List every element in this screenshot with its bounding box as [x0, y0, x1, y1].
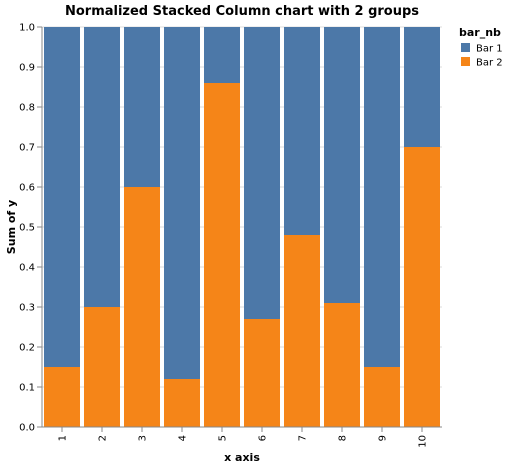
bar-bar-2-1 — [44, 367, 80, 427]
legend-swatch — [461, 57, 470, 66]
bar-bar-2-2 — [84, 307, 120, 427]
x-tick-label: 6 — [258, 435, 269, 441]
bar-bar-2-4 — [164, 379, 200, 427]
y-tick-label: 0.6 — [19, 183, 35, 194]
bar-bar-2-7 — [284, 235, 320, 427]
bar-bar-1-5 — [204, 27, 240, 83]
y-axis-ticks: 0.0 0.1 0.2 0.3 0.4 0.5 0.6 0.7 0.8 0.9 1.0 — [19, 23, 42, 434]
y-tick-label: 0.3 — [19, 303, 35, 314]
y-tick-label: 0.9 — [19, 63, 35, 74]
y-axis-title: Sum of y — [5, 200, 18, 254]
chart-title: Normalized Stacked Column chart with 2 g… — [65, 4, 419, 19]
y-tick-label: 0.1 — [19, 383, 35, 394]
bar-bar-2-9 — [364, 367, 400, 427]
y-tick-label: 0.4 — [19, 263, 35, 274]
legend-items: Bar 1 Bar 2 — [461, 43, 503, 69]
bar-bar-1-4 — [164, 27, 200, 379]
x-tick-label: 10 — [418, 435, 429, 448]
y-tick-label: 1.0 — [19, 23, 35, 34]
y-tick-label: 0.5 — [19, 223, 35, 234]
x-tick-label: 8 — [338, 435, 349, 441]
legend: bar_nb Bar 1 Bar 2 — [459, 26, 503, 69]
y-tick-label: 0.2 — [19, 343, 35, 354]
bar-bar-1-9 — [364, 27, 400, 367]
bars — [44, 27, 440, 427]
bar-bar-1-7 — [284, 27, 320, 235]
bar-bar-1-8 — [324, 27, 360, 303]
bar-bar-1-6 — [244, 27, 280, 319]
y-tick-label: 0.0 — [19, 423, 35, 434]
legend-title: bar_nb — [459, 26, 501, 39]
x-tick-label: 9 — [378, 435, 389, 441]
x-axis-ticks: 1 2 3 4 5 6 7 8 9 10 — [58, 427, 429, 448]
bar-bar-2-3 — [124, 187, 160, 427]
x-tick-label: 1 — [58, 435, 69, 441]
bar-bar-1-10 — [404, 27, 440, 147]
x-tick-label: 3 — [138, 435, 149, 441]
legend-label: Bar 1 — [476, 44, 503, 55]
bar-bar-2-8 — [324, 303, 360, 427]
legend-swatch — [461, 43, 470, 52]
y-tick-label: 0.7 — [19, 143, 35, 154]
bar-bar-1-2 — [84, 27, 120, 307]
x-tick-label: 4 — [178, 435, 189, 441]
x-tick-label: 5 — [218, 435, 229, 441]
x-tick-label: 2 — [98, 435, 109, 441]
legend-label: Bar 2 — [476, 58, 503, 69]
bar-bar-1-1 — [44, 27, 80, 367]
bar-bar-1-3 — [124, 27, 160, 187]
y-tick-label: 0.8 — [19, 103, 35, 114]
x-axis-title: x axis — [224, 451, 260, 464]
bar-bar-2-6 — [244, 319, 280, 427]
bar-bar-2-5 — [204, 83, 240, 427]
bar-bar-2-10 — [404, 147, 440, 427]
x-tick-label: 7 — [298, 435, 309, 441]
